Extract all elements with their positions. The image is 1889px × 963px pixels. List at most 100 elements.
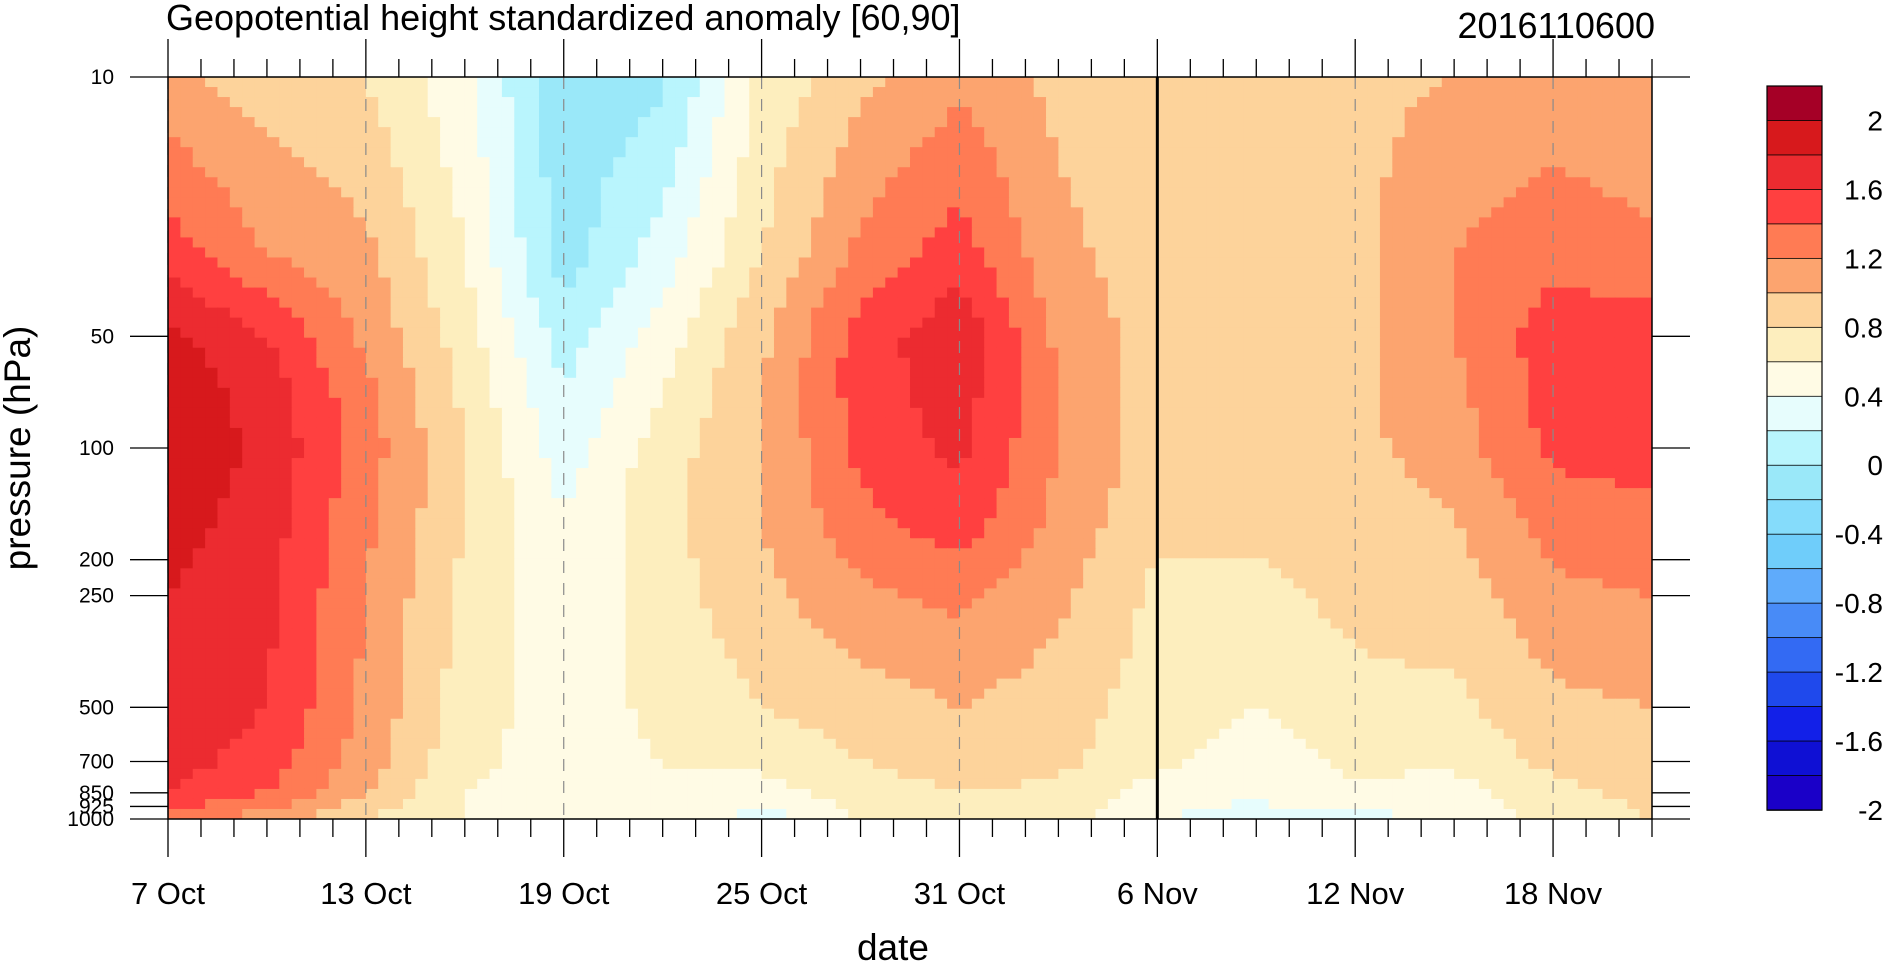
- contour-cell: [625, 347, 639, 359]
- contour-cell: [205, 377, 219, 389]
- contour-cell: [749, 147, 763, 158]
- contour-cell: [501, 237, 515, 249]
- contour-cell: [1590, 157, 1604, 168]
- contour-cell: [1169, 107, 1183, 118]
- contour-cell: [1008, 147, 1022, 158]
- contour-cell: [600, 257, 614, 269]
- contour-cell: [242, 397, 256, 409]
- contour-cell: [1503, 97, 1517, 108]
- contour-cell: [835, 407, 849, 419]
- contour-cell: [168, 317, 181, 329]
- contour-cell: [1590, 137, 1604, 148]
- contour-cell: [1046, 397, 1059, 409]
- contour-cell: [1231, 187, 1245, 198]
- contour-cell: [910, 287, 923, 299]
- contour-cell: [365, 207, 379, 218]
- contour-cell: [415, 337, 429, 349]
- contour-cell: [1491, 417, 1505, 429]
- contour-cell: [1144, 77, 1158, 88]
- contour-cell: [1478, 468, 1492, 479]
- contour-cell: [860, 217, 874, 229]
- contour-cell: [1008, 337, 1022, 349]
- contour-cell: [291, 377, 305, 389]
- contour-cell: [1553, 417, 1567, 429]
- contour-cell: [1627, 387, 1641, 399]
- contour-cell: [811, 458, 825, 469]
- contour-cell: [1169, 307, 1183, 319]
- contour-cell: [1281, 387, 1294, 399]
- contour-cell: [798, 227, 812, 239]
- contour-cell: [1293, 227, 1307, 239]
- contour-cell: [254, 417, 268, 429]
- contour-cell: [773, 157, 787, 168]
- contour-cell: [872, 488, 886, 499]
- contour-cell: [1441, 277, 1455, 289]
- contour-cell: [205, 347, 219, 359]
- contour-cell: [1429, 147, 1443, 158]
- contour-cell: [1553, 167, 1567, 178]
- contour-cell: [180, 267, 194, 279]
- contour-cell: [217, 317, 231, 329]
- contour-cell: [576, 167, 590, 178]
- contour-cell: [749, 377, 763, 389]
- contour-cell: [1144, 277, 1158, 289]
- contour-cell: [353, 177, 367, 188]
- contour-cell: [1293, 407, 1307, 419]
- contour-cell: [1033, 117, 1047, 128]
- contour-cell: [724, 307, 738, 319]
- contour-cell: [588, 77, 602, 88]
- contour-cell: [1120, 347, 1134, 359]
- contour-cell: [625, 137, 639, 148]
- contour-cell: [1169, 287, 1183, 299]
- contour-cell: [736, 437, 750, 449]
- contour-cell: [353, 458, 367, 469]
- contour-cell: [328, 87, 342, 98]
- contour-cell: [1058, 197, 1072, 208]
- contour-cell: [328, 197, 342, 208]
- contour-cell: [415, 307, 429, 319]
- contour-cell: [823, 377, 837, 389]
- contour-cell: [650, 277, 664, 289]
- contour-cell: [811, 97, 825, 108]
- contour-cell: [1342, 217, 1356, 229]
- contour-cell: [922, 347, 936, 359]
- contour-cell: [291, 87, 305, 98]
- contour-cell: [266, 137, 280, 148]
- contour-cell: [1083, 147, 1097, 158]
- contour-cell: [514, 337, 528, 349]
- contour-cell: [254, 407, 268, 419]
- contour-cell: [1392, 287, 1406, 299]
- contour-cell: [1330, 357, 1344, 369]
- contour-cell: [1281, 107, 1294, 118]
- contour-cell: [811, 267, 825, 279]
- contour-cell: [1157, 157, 1171, 168]
- contour-cell: [576, 448, 590, 459]
- contour-cell: [1417, 197, 1430, 208]
- contour-cell: [798, 277, 812, 289]
- contour-cell: [1219, 277, 1233, 289]
- contour-cell: [1565, 147, 1579, 158]
- contour-cell: [217, 357, 231, 369]
- contour-cell: [1083, 187, 1097, 198]
- contour-cell: [650, 167, 664, 178]
- contour-cell: [1107, 197, 1121, 208]
- contour-cell: [1367, 137, 1381, 148]
- contour-cell: [736, 377, 750, 389]
- contour-cell: [773, 367, 787, 379]
- contour-cell: [996, 107, 1010, 118]
- contour-cell: [1219, 157, 1233, 168]
- contour-cell: [1194, 377, 1208, 389]
- contour-cell: [761, 207, 775, 218]
- contour-cell: [1132, 137, 1146, 148]
- contour-cell: [860, 107, 874, 118]
- contour-cell: [1268, 237, 1282, 249]
- contour-cell: [749, 437, 763, 449]
- contour-cell: [650, 157, 664, 168]
- contour-cell: [1268, 327, 1282, 339]
- contour-cell: [279, 257, 293, 269]
- contour-cell: [1614, 468, 1628, 479]
- contour-cell: [1417, 247, 1430, 259]
- contour-cell: [1182, 448, 1196, 459]
- contour-cell: [736, 237, 750, 249]
- contour-cell: [440, 187, 454, 198]
